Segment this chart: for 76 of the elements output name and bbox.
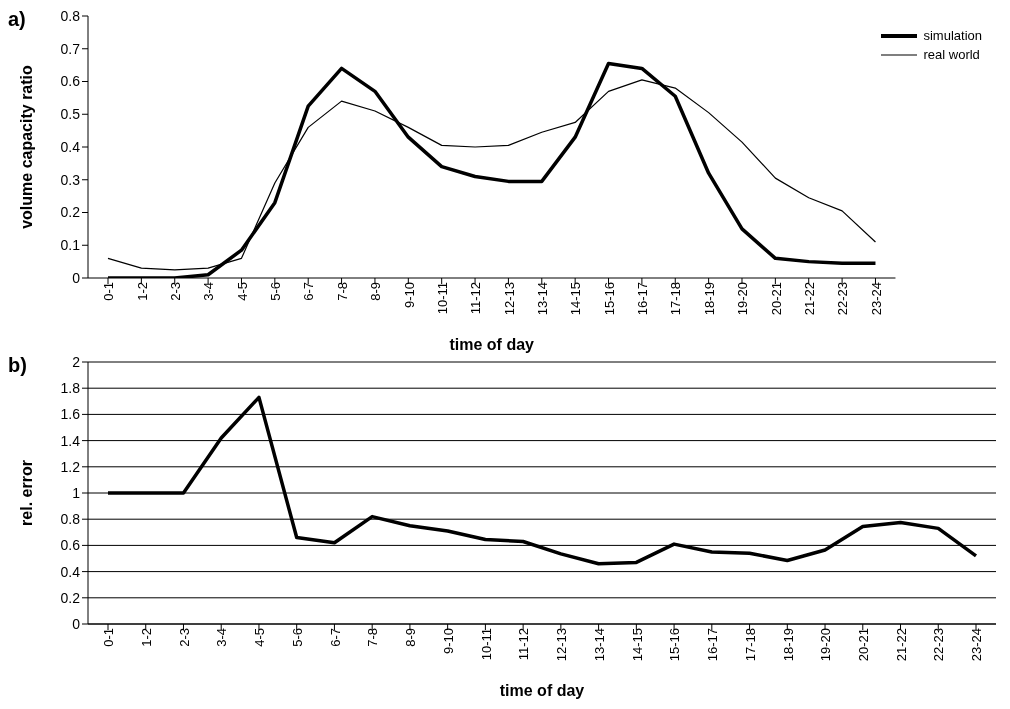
x-tick-label: 14-15 [629, 628, 645, 662]
x-tick-label: 17-18 [742, 628, 758, 662]
y-tick-label: 0.1 [60, 237, 81, 254]
x-tick-label: 11-12 [468, 282, 484, 315]
x-tick-label: 0-1 [101, 282, 117, 301]
x-tick-label: 23-24 [969, 628, 985, 662]
x-tick-label: 6-7 [301, 282, 317, 301]
y-tick-label: 0.6 [60, 73, 81, 90]
x-tick-label: 13-14 [535, 282, 551, 316]
y-tick-label: 2 [72, 353, 81, 370]
y-tick-label: 0 [72, 615, 81, 632]
x-tick-label: 8-9 [403, 628, 419, 647]
x-tick-label: 20-21 [768, 282, 784, 316]
x-tick-label: 22-23 [931, 628, 947, 662]
x-tick-label: 10-11 [478, 628, 494, 661]
x-tick-label: 18-19 [780, 628, 796, 662]
x-tick-label: 7-8 [334, 282, 350, 301]
y-tick-label: 1.2 [60, 458, 81, 475]
x-tick-label: 10-11 [434, 282, 450, 315]
x-tick-label: 3-4 [201, 282, 217, 301]
x-tick-label: 16-17 [705, 628, 721, 662]
x-tick-label: 9-10 [401, 282, 417, 309]
y-tick-label: 0.3 [60, 171, 81, 188]
x-tick-label: 22-23 [835, 282, 851, 316]
x-tick-label: 6-7 [327, 628, 343, 647]
y-axis-title: volume capacity ratio [17, 64, 35, 229]
x-tick-label: 15-16 [601, 282, 617, 316]
x-tick-label: 20-21 [856, 628, 872, 662]
y-tick-label: 0.8 [60, 7, 81, 24]
x-tick-label: 9-10 [440, 628, 456, 655]
y-tick-label: 0.4 [60, 563, 81, 580]
x-tick-label: 11-12 [516, 628, 532, 661]
x-tick-label: 21-22 [893, 628, 909, 662]
y-tick-label: 0.6 [60, 537, 81, 554]
x-tick-label: 2-3 [176, 628, 192, 647]
y-tick-label: 0.8 [60, 511, 81, 528]
y-tick-label: 1.6 [60, 406, 81, 423]
x-tick-label: 0-1 [101, 628, 117, 647]
x-tick-label: 8-9 [368, 282, 384, 301]
y-tick-label: 1.4 [60, 432, 81, 449]
y-axis-title: rel. error [17, 460, 35, 526]
x-tick-label: 5-6 [289, 628, 305, 647]
x-tick-label: 4-5 [234, 282, 250, 301]
x-tick-label: 13-14 [591, 628, 607, 662]
x-tick-label: 18-19 [701, 282, 717, 316]
x-tick-label: 4-5 [252, 628, 268, 647]
x-tick-label: 12-13 [554, 628, 570, 662]
x-tick-label: 17-18 [668, 282, 684, 316]
x-tick-label: 19-20 [818, 628, 834, 662]
x-tick-label: 5-6 [268, 282, 284, 301]
y-tick-label: 0.2 [60, 589, 81, 606]
y-tick-label: 1.8 [60, 380, 81, 397]
x-tick-label: 12-13 [501, 282, 517, 316]
chart-title: b) [8, 354, 27, 377]
y-tick-label: 0.5 [60, 106, 81, 123]
y-tick-label: 0.7 [60, 40, 81, 57]
x-tick-label: 1-2 [138, 628, 154, 647]
x-tick-label: 3-4 [214, 628, 230, 647]
y-tick-label: 0 [72, 269, 81, 286]
x-tick-label: 21-22 [801, 282, 817, 316]
legend-label: simulation [923, 28, 982, 43]
x-tick-label: 1-2 [134, 282, 150, 301]
y-tick-label: 1 [72, 484, 81, 501]
x-tick-label: 14-15 [568, 282, 584, 316]
x-tick-label: 2-3 [167, 282, 183, 301]
x-tick-label: 23-24 [868, 282, 884, 316]
legend-label: real world [923, 47, 980, 62]
chart-title: a) [8, 8, 26, 31]
x-tick-label: 7-8 [365, 628, 381, 647]
x-axis-title: time of day [449, 336, 535, 353]
y-tick-label: 0.2 [60, 204, 81, 221]
x-tick-label: 19-20 [735, 282, 751, 316]
x-tick-label: 15-16 [667, 628, 683, 662]
y-tick-label: 0.4 [60, 138, 81, 155]
x-axis-title: time of day [499, 682, 585, 699]
x-tick-label: 16-17 [635, 282, 651, 316]
